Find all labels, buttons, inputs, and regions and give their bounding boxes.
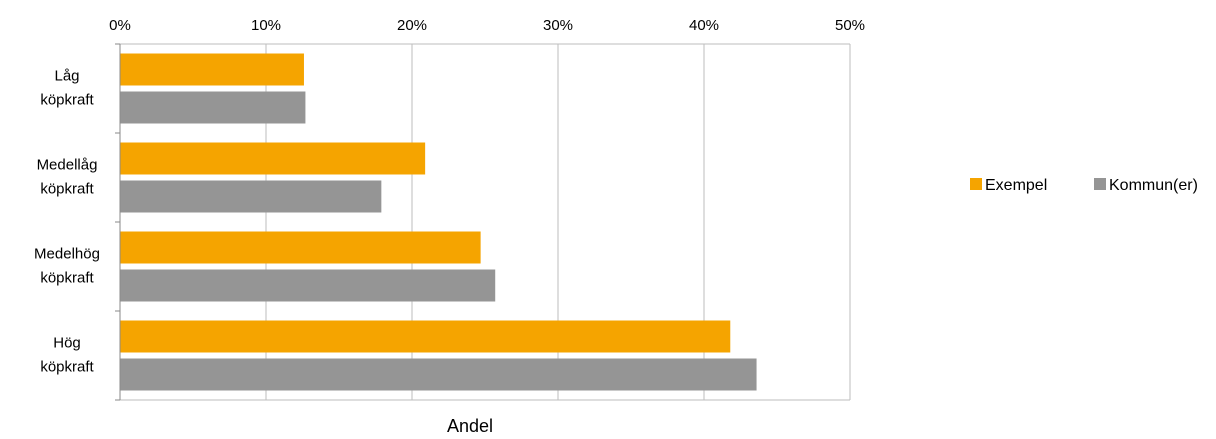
bar-exempel-3	[120, 231, 481, 264]
category-label: Låg köpkraft	[40, 68, 94, 109]
category-labels: Låg köpkraft Medellåg köpkraft Medelhög köpkr…	[34, 68, 100, 376]
x-tick-label: 30%	[543, 17, 573, 34]
category-label: Medellåg köpkraft	[37, 157, 98, 198]
legend-label: Kommun(er)	[1109, 177, 1198, 194]
bar-kommun-4	[120, 358, 757, 391]
bar-exempel-1	[120, 53, 304, 86]
x-tick-label: 50%	[835, 17, 865, 34]
x-axis-title: Andel	[447, 416, 493, 436]
bar-kommun-1	[120, 91, 306, 124]
x-tick-label: 40%	[689, 17, 719, 34]
legend-swatch	[1094, 178, 1106, 190]
x-tick-label: 10%	[251, 17, 281, 34]
bar-exempel-2	[120, 142, 426, 175]
x-tick-label: 0%	[109, 17, 131, 34]
category-label: Medelhög köpkraft	[34, 246, 100, 287]
bar-exempel-4	[120, 320, 731, 353]
x-tick-label: 20%	[397, 17, 427, 34]
axes	[115, 43, 851, 401]
legend-swatch	[970, 178, 982, 190]
legend: Exempel Kommun(er)	[970, 177, 1198, 194]
x-tick-labels: 0% 10% 20% 30% 40% 50%	[109, 17, 865, 34]
category-label: Hög köpkraft	[40, 335, 94, 376]
bar-kommun-2	[120, 180, 382, 213]
legend-label: Exempel	[985, 177, 1047, 194]
bar-kommun-3	[120, 269, 496, 302]
bars	[120, 53, 757, 391]
